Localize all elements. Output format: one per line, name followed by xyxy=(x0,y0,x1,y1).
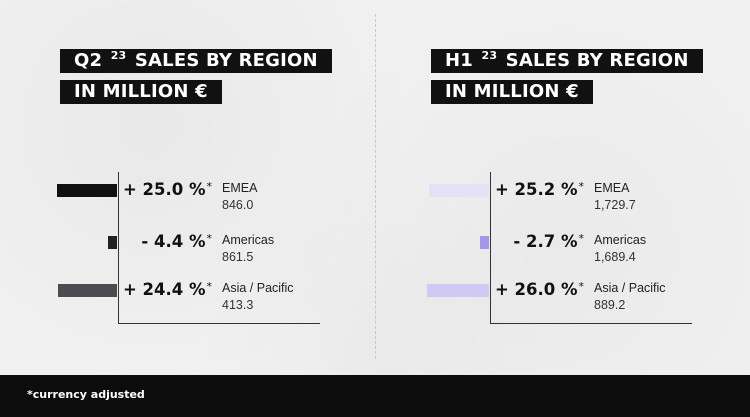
h1-chart-axis xyxy=(490,172,491,323)
q2-sales-chart: + 25.0 %* EMEA 846.0 - 4.4 %* Americas 861.5 +… xyxy=(0,0,375,375)
panel-2-title-sup: 23 xyxy=(481,49,498,62)
panel-1-title-sup: 23 xyxy=(110,49,127,62)
panel-divider xyxy=(375,14,376,359)
h1-region-name: Asia / Pacific xyxy=(594,281,666,295)
h1-pct-marker: * xyxy=(578,232,585,245)
q2-pct-marker: * xyxy=(206,280,213,293)
q2-chart-axis xyxy=(118,172,119,323)
panel-2-title-prefix: H1 xyxy=(445,50,473,71)
h1-pct-marker: * xyxy=(578,280,585,293)
q2-pct-label: - 4.4 %* xyxy=(141,232,213,251)
h1-region-sales: 889.2 xyxy=(594,298,626,312)
h1-region-name: Americas xyxy=(594,233,647,247)
q2-region-name: Asia / Pacific xyxy=(222,281,294,295)
q2-region-sales: 846.0 xyxy=(222,198,254,212)
panel-2-title-line-2: IN MILLION € xyxy=(431,80,593,104)
q2-pct-marker: * xyxy=(206,180,213,193)
q2-bar-americas xyxy=(108,236,117,249)
h1-pct-label: - 2.7 %* xyxy=(513,232,585,251)
h1-pct-label: + 26.0 %* xyxy=(494,280,585,299)
q2-pct-label: + 25.0 %* xyxy=(122,180,213,199)
h1-bar-americas xyxy=(480,236,489,249)
panel-2-title-suffix: SALES BY REGION xyxy=(505,50,689,71)
panel-1-title-prefix: Q2 xyxy=(74,50,103,71)
q2-region-sales: 861.5 xyxy=(222,250,254,264)
q2-pct-marker: * xyxy=(206,232,213,245)
q2-region-sales: 413.3 xyxy=(222,298,254,312)
panel-2-title-line-1: H1 23 SALES BY REGION xyxy=(431,49,703,73)
h1-bar-emea xyxy=(428,184,489,197)
panel-1-title-line-2: IN MILLION € xyxy=(60,80,222,104)
h1-region-sales: 1,689.4 xyxy=(594,250,636,264)
h1-region-sales: 1,729.7 xyxy=(594,198,636,212)
h1-chart-baseline xyxy=(490,323,692,324)
footnote: *currency adjusted xyxy=(27,388,145,401)
panel-1-title-line-1: Q2 23 SALES BY REGION xyxy=(60,49,332,73)
q2-bar-asia-pacific xyxy=(58,284,117,297)
q2-region-name: EMEA xyxy=(222,181,258,195)
panel-1-title-suffix: SALES BY REGION xyxy=(134,50,318,71)
h1-bar-asia-pacific xyxy=(426,284,489,297)
q2-pct-label: + 24.4 %* xyxy=(122,280,213,299)
h1-pct-label: + 25.2 %* xyxy=(494,180,585,199)
h1-pct-marker: * xyxy=(578,180,585,193)
h1-sales-chart: + 25.2 %* EMEA 1,729.7 - 2.7 %* Americas 1,68… xyxy=(375,0,750,375)
q2-chart-baseline xyxy=(118,323,320,324)
q2-region-name: Americas xyxy=(222,233,275,247)
h1-region-name: EMEA xyxy=(594,181,630,195)
footer-bar: *currency adjusted xyxy=(0,375,750,417)
q2-bar-emea xyxy=(57,184,117,197)
